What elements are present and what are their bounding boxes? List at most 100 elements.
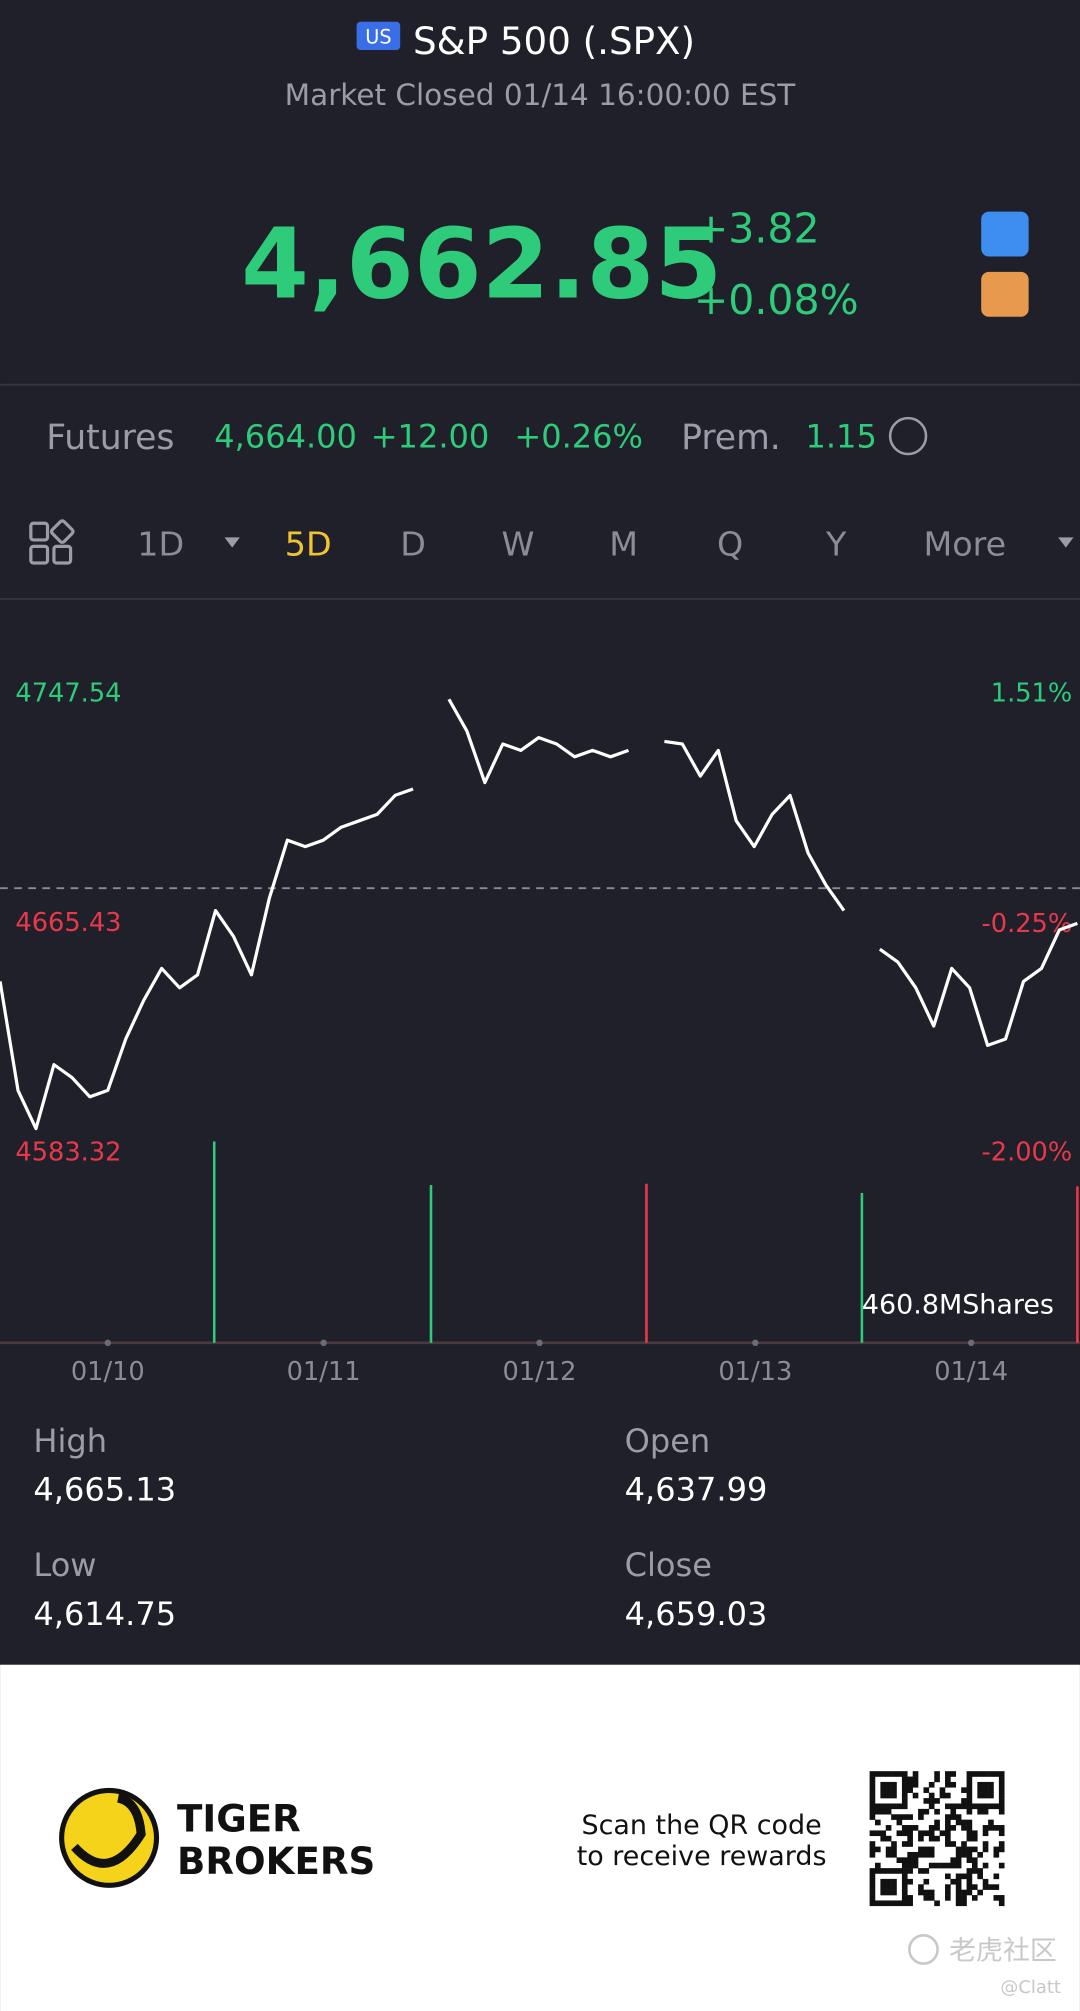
qr-cell bbox=[891, 1889, 897, 1896]
qr-cell bbox=[939, 1862, 946, 1869]
y2-tick-label: 1.51% bbox=[991, 679, 1072, 709]
qr-cell bbox=[885, 1808, 892, 1815]
qr-cell bbox=[901, 1792, 908, 1799]
qr-cell bbox=[928, 1825, 935, 1831]
qr-cell bbox=[998, 1895, 1005, 1901]
qr-cell bbox=[971, 1857, 978, 1863]
x-tick-label: 01/14 bbox=[934, 1357, 1008, 1387]
volume-bar bbox=[645, 1183, 648, 1343]
qr-cell bbox=[918, 1851, 924, 1858]
qr-cell bbox=[961, 1889, 967, 1896]
dropdown-arrow bbox=[224, 537, 240, 548]
qr-cell bbox=[901, 1787, 908, 1793]
qr-cell bbox=[874, 1819, 881, 1826]
qr-cell bbox=[869, 1878, 876, 1885]
qr-cell bbox=[945, 1835, 951, 1842]
qr-cell bbox=[993, 1846, 1000, 1853]
qr-cell bbox=[928, 1851, 935, 1858]
qr-cell bbox=[982, 1878, 989, 1885]
qr-cell bbox=[869, 1814, 876, 1820]
qr-cell bbox=[977, 1808, 983, 1815]
qr-cell bbox=[869, 1900, 876, 1907]
qr-cell bbox=[966, 1835, 973, 1842]
qr-cell bbox=[988, 1819, 994, 1826]
stat-value: 4,659.03 bbox=[625, 1595, 768, 1633]
qr-cell bbox=[885, 1900, 892, 1907]
qr-cell bbox=[901, 1825, 908, 1831]
qr-cell bbox=[880, 1830, 887, 1837]
qr-cell bbox=[901, 1889, 908, 1896]
x-tick-dot bbox=[752, 1339, 759, 1347]
qr-cell bbox=[923, 1830, 930, 1837]
qr-cell bbox=[961, 1900, 967, 1907]
qr-cell bbox=[918, 1830, 924, 1837]
user: @Clatt bbox=[1000, 1977, 1061, 1998]
tab[interactable]: M bbox=[609, 524, 638, 563]
stat-label: High bbox=[33, 1422, 107, 1460]
qr-cell bbox=[939, 1830, 946, 1837]
qr-cell bbox=[966, 1792, 973, 1799]
qr-cell bbox=[907, 1830, 913, 1837]
qr-cell bbox=[907, 1841, 913, 1847]
qr-cell bbox=[907, 1900, 913, 1907]
qr-cell bbox=[891, 1900, 897, 1907]
qr-cell bbox=[891, 1841, 897, 1847]
qr-cell bbox=[945, 1803, 951, 1810]
qr-cell bbox=[950, 1825, 957, 1831]
tab[interactable]: Y bbox=[825, 524, 847, 563]
qr-cell bbox=[966, 1889, 973, 1896]
qr-cell bbox=[891, 1792, 897, 1799]
more-icon[interactable] bbox=[888, 416, 928, 456]
qr-cell bbox=[955, 1889, 962, 1896]
qr-cell bbox=[912, 1851, 919, 1858]
qr-cell bbox=[869, 1889, 876, 1896]
qr-cell bbox=[998, 1776, 1005, 1783]
stat-value: 4,614.75 bbox=[33, 1595, 176, 1633]
qr-cell bbox=[971, 1830, 978, 1837]
tab[interactable]: More bbox=[923, 524, 1006, 563]
qr-cell bbox=[874, 1846, 881, 1853]
tab[interactable]: 1D bbox=[137, 524, 184, 563]
qr-cell bbox=[928, 1830, 935, 1837]
futures-change-percent: +0.26% bbox=[514, 418, 643, 456]
qr-cell bbox=[907, 1868, 913, 1874]
tab[interactable]: D bbox=[400, 524, 426, 563]
qr-cell bbox=[874, 1771, 881, 1777]
qr-cell bbox=[945, 1889, 951, 1896]
qr-cell bbox=[891, 1803, 897, 1810]
tab[interactable]: 5D bbox=[285, 524, 332, 563]
qr-cell bbox=[896, 1868, 903, 1874]
qr-cell bbox=[918, 1868, 924, 1874]
qr-cell bbox=[918, 1835, 924, 1842]
qr-cell bbox=[939, 1792, 946, 1799]
qr-cell bbox=[918, 1846, 924, 1853]
qr-cell bbox=[869, 1808, 876, 1815]
qr-cell bbox=[998, 1900, 1005, 1907]
qr-cell bbox=[901, 1814, 908, 1820]
premium: 1.15 bbox=[805, 418, 876, 456]
tab[interactable]: W bbox=[502, 524, 535, 563]
qr-cell bbox=[966, 1803, 973, 1810]
icon-level[interactable] bbox=[981, 271, 1029, 317]
qr-cell bbox=[988, 1781, 994, 1788]
watermark: 老虎社区 bbox=[949, 1936, 1057, 1967]
price: 4,662.85 bbox=[241, 208, 722, 321]
qr-cell bbox=[880, 1787, 887, 1793]
qr-cell bbox=[907, 1862, 913, 1869]
qr-cell bbox=[961, 1825, 967, 1831]
qr-cell bbox=[988, 1792, 994, 1799]
qr-cell bbox=[928, 1846, 935, 1853]
qr-cell bbox=[977, 1803, 983, 1810]
qr-cell bbox=[982, 1781, 989, 1788]
icon-lightning[interactable] bbox=[981, 211, 1029, 257]
layout-icon[interactable] bbox=[29, 519, 75, 565]
qr-cell bbox=[885, 1889, 892, 1896]
qr-cell bbox=[896, 1900, 903, 1907]
qr-cell bbox=[891, 1771, 897, 1777]
qr-cell bbox=[998, 1846, 1005, 1853]
qr-cell bbox=[901, 1878, 908, 1885]
qr-cell bbox=[966, 1878, 973, 1885]
qr-cell bbox=[950, 1808, 957, 1815]
volume-bar bbox=[1076, 1186, 1079, 1343]
tab[interactable]: Q bbox=[717, 524, 743, 563]
